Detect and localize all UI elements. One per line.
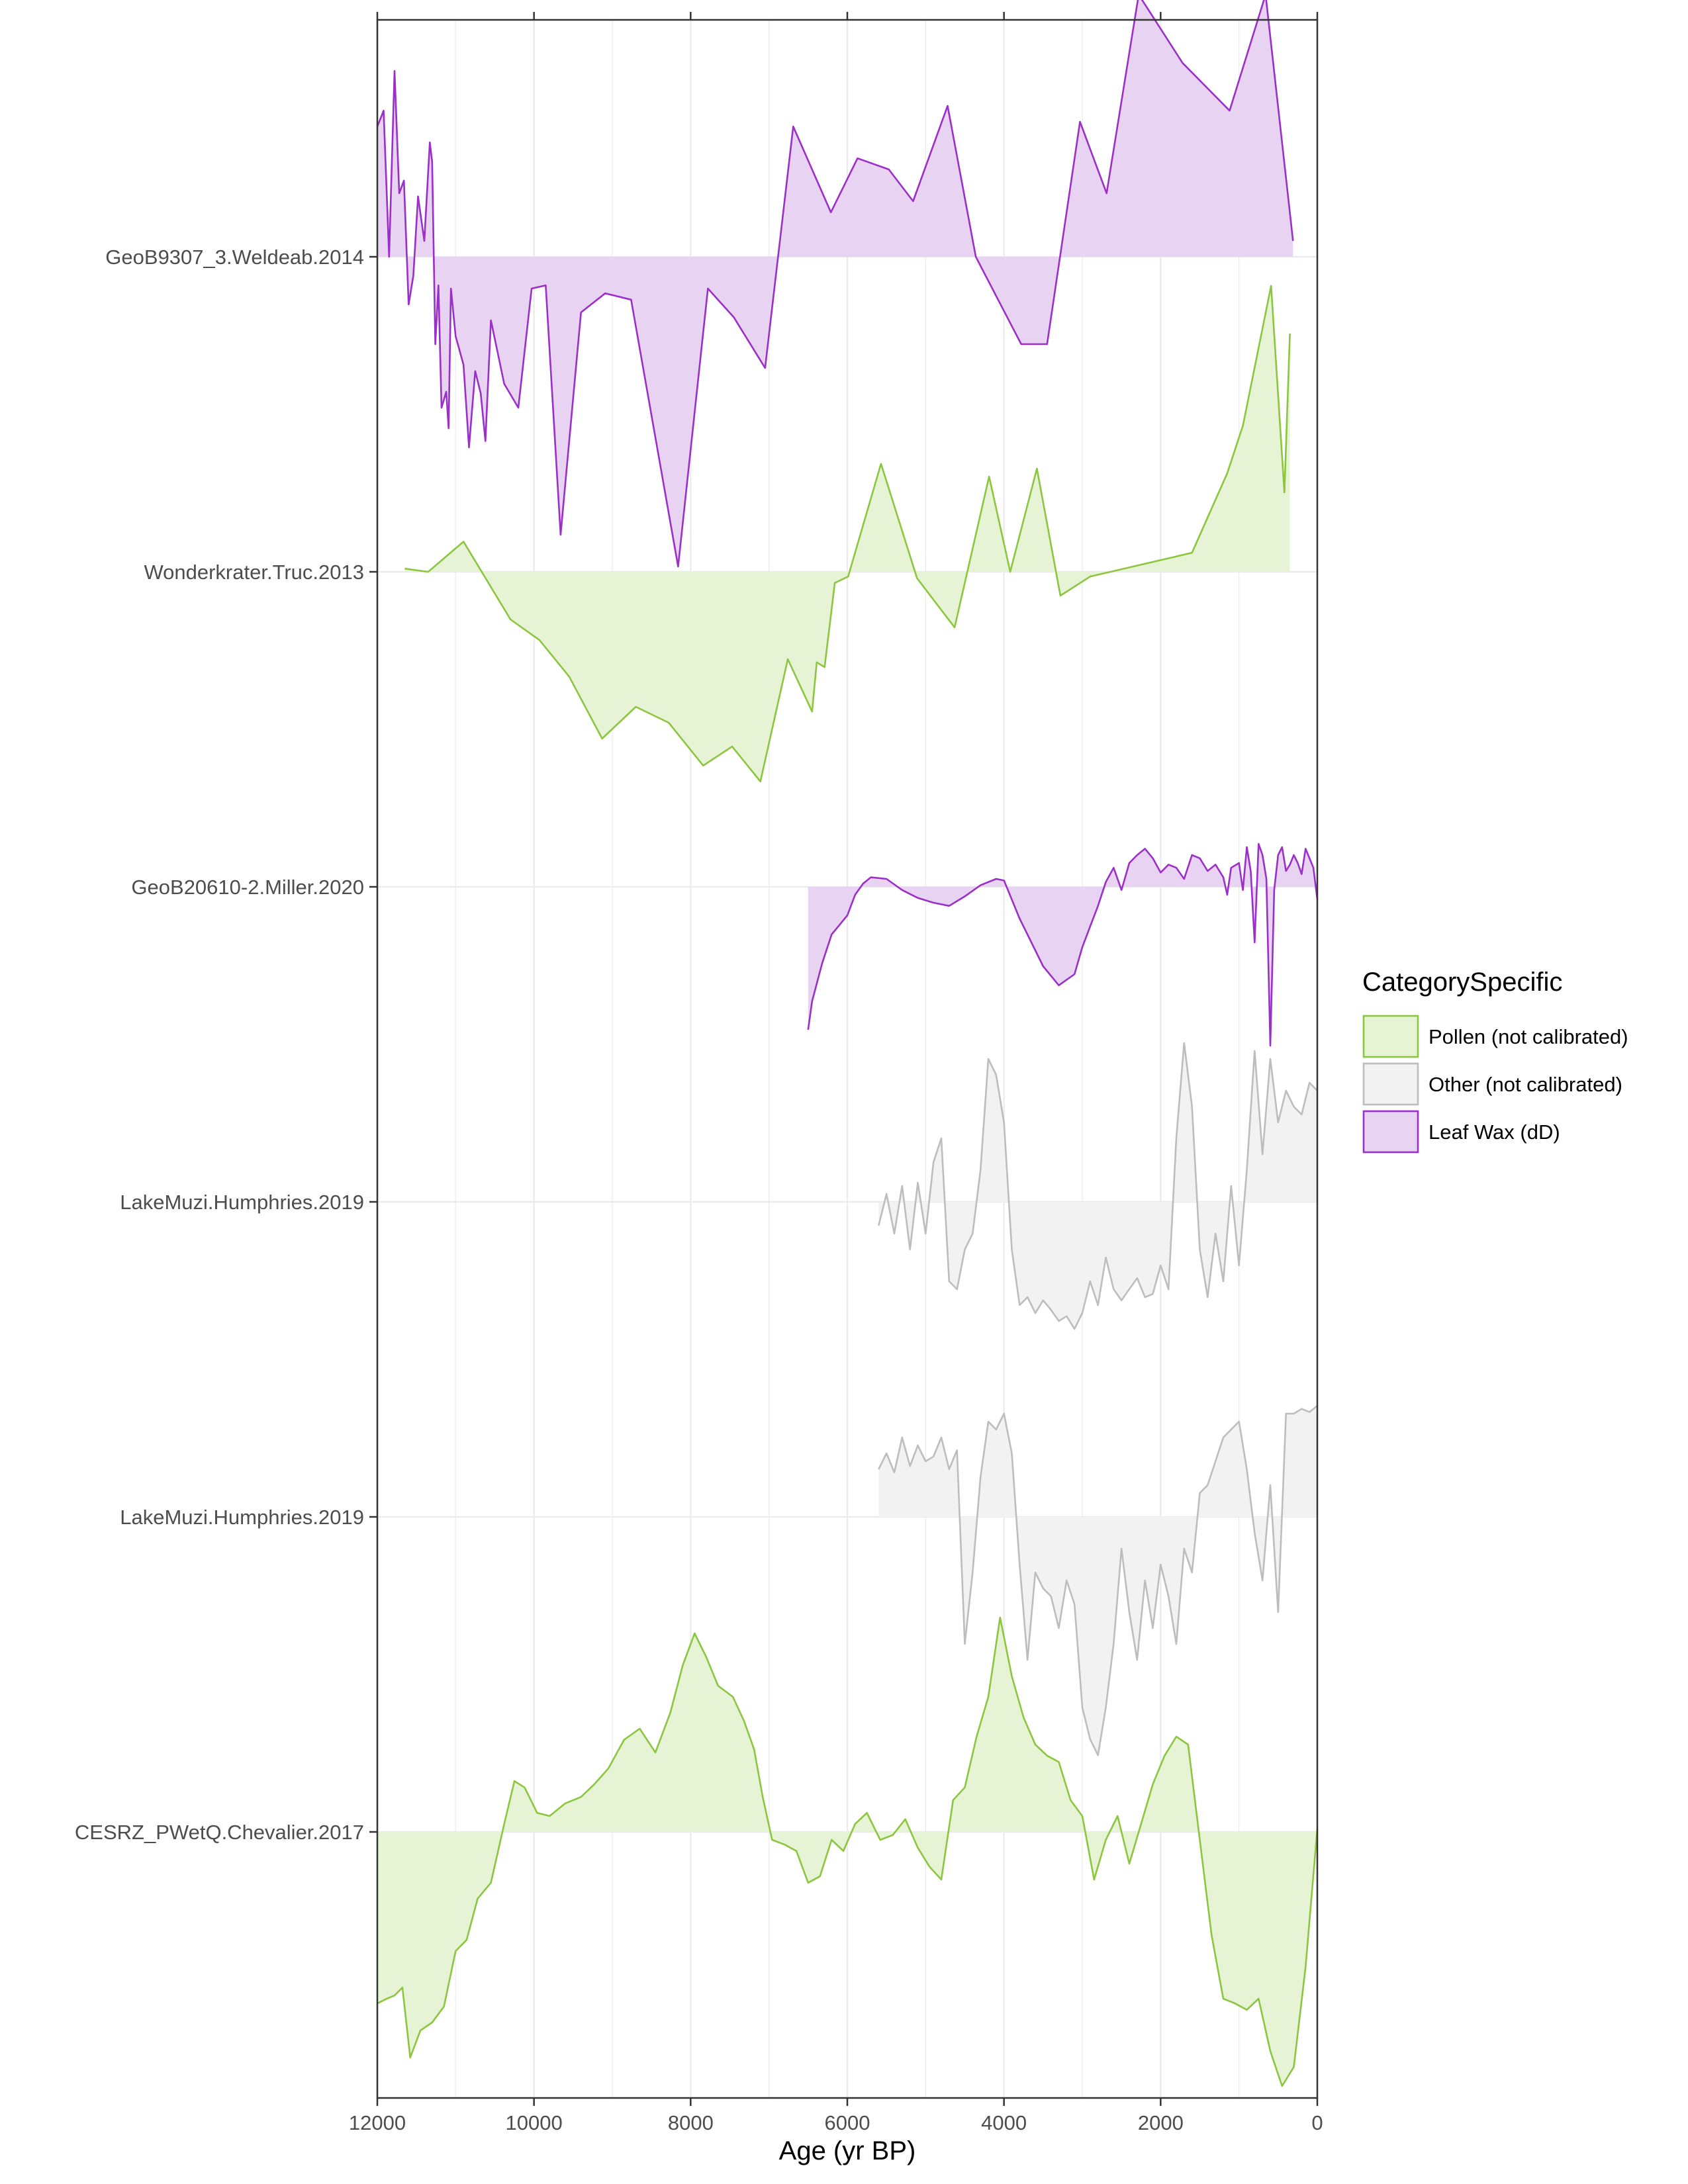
x-tick-label: 12000 (349, 2111, 406, 2134)
series-layer (376, 0, 1319, 2087)
series-line (377, 1616, 1319, 2087)
series-line (878, 1404, 1318, 1756)
legend-label: Pollen (not calibrated) (1429, 1025, 1628, 1048)
legend: CategorySpecific Pollen (not calibrated)… (1362, 968, 1628, 1154)
series-area (404, 286, 1290, 782)
x-tick-label: 4000 (981, 2111, 1027, 2134)
legend-key (1362, 1110, 1419, 1154)
row-labels: GeoB9307_3.Weldeab.2014 Wonderkrater.Truc… (75, 246, 377, 1844)
series-area (377, 1617, 1317, 2086)
series-line (807, 842, 1319, 1047)
series-area (808, 844, 1317, 1046)
legend-label: Other (not calibrated) (1429, 1073, 1622, 1096)
series-area (878, 1043, 1317, 1329)
x-tick-label: 0 (1311, 2111, 1323, 2134)
series-area (878, 1406, 1317, 1755)
series-label: GeoB9307_3.Weldeab.2014 (105, 246, 364, 269)
x-axis: 12000 10000 8000 6000 4000 2000 0 (349, 12, 1323, 2134)
series-label: LakeMuzi.Humphries.2019 (120, 1506, 364, 1529)
series-line (404, 285, 1291, 783)
legend-label: Leaf Wax (dD) (1429, 1120, 1560, 1144)
series-area (377, 0, 1293, 567)
series-label: CESRZ_PWetQ.Chevalier.2017 (75, 1821, 364, 1844)
x-tick-label: 6000 (825, 2111, 870, 2134)
series-label: GeoB20610-2.Miller.2020 (131, 876, 364, 899)
series-line (376, 0, 1294, 568)
x-tick-label: 10000 (506, 2111, 563, 2134)
x-tick-label: 2000 (1138, 2111, 1184, 2134)
legend-title: CategorySpecific (1362, 968, 1562, 997)
series-line (878, 1042, 1318, 1330)
legend-items: Pollen (not calibrated) Other (not calibr… (1362, 1015, 1628, 1154)
series-label: Wonderkrater.Truc.2013 (144, 561, 364, 584)
legend-key (1362, 1015, 1419, 1058)
legend-key (1362, 1062, 1419, 1106)
x-tick-label: 8000 (668, 2111, 714, 2134)
series-label: LakeMuzi.Humphries.2019 (120, 1191, 364, 1214)
x-axis-title: Age (yr BP) (779, 2136, 916, 2165)
